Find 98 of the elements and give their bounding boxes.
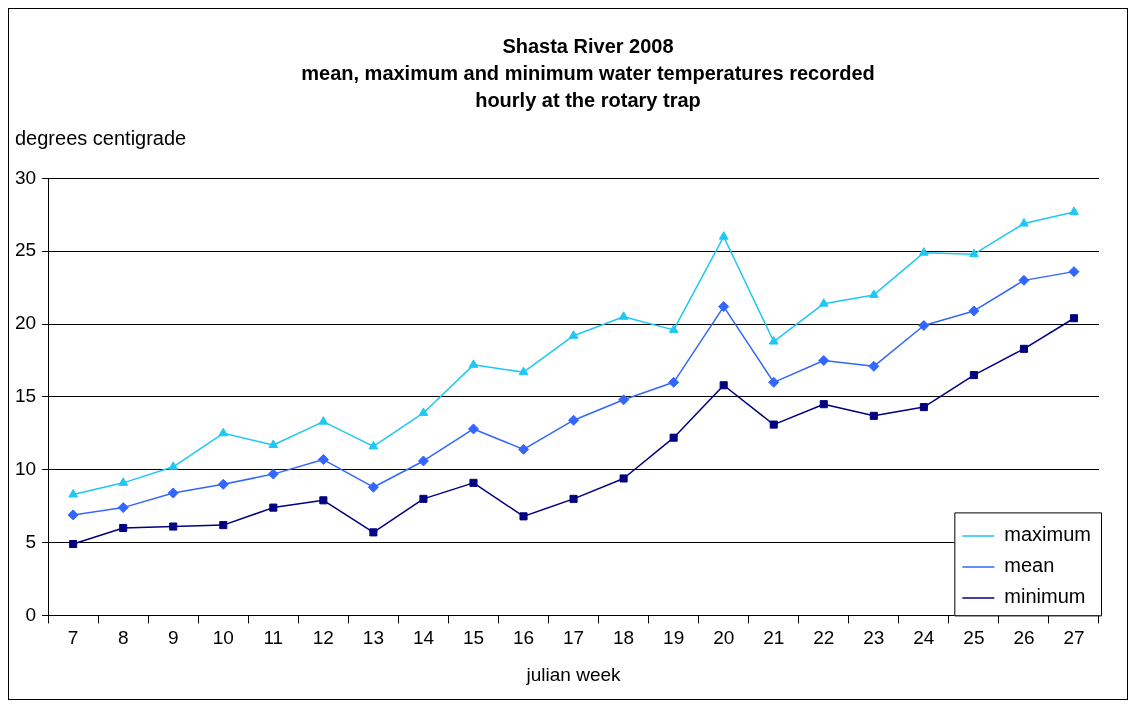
point <box>369 528 378 537</box>
x-tick-label: 27 <box>1063 627 1085 649</box>
x-tick-label: 25 <box>963 627 985 649</box>
point <box>219 521 228 530</box>
point <box>718 231 729 240</box>
point <box>319 496 328 505</box>
x-tick-label: 13 <box>362 627 384 649</box>
x-tick-label: 20 <box>713 627 735 649</box>
y-tick-label: 10 <box>14 457 37 479</box>
point <box>868 289 879 298</box>
point <box>167 487 179 499</box>
y-tick-label: 20 <box>14 312 37 334</box>
point <box>568 330 579 339</box>
point <box>169 522 178 531</box>
point <box>119 523 128 533</box>
point <box>719 381 728 390</box>
point <box>467 423 479 435</box>
point <box>168 461 179 470</box>
point <box>819 400 828 409</box>
point <box>67 509 79 521</box>
x-tick-label: 17 <box>563 627 585 649</box>
point <box>1019 218 1029 227</box>
point <box>518 443 530 455</box>
point <box>69 539 78 549</box>
x-tick-label: 12 <box>312 627 334 649</box>
point <box>418 407 429 416</box>
point <box>1019 344 1028 353</box>
point <box>1069 314 1079 323</box>
point <box>1018 274 1030 286</box>
point <box>818 354 830 366</box>
chart-subtitle: mean, maximum and minimum water temperatures recorded hourly at the rotary trap <box>300 61 876 113</box>
x-tick-label: 19 <box>663 627 685 649</box>
x-tick-label: 15 <box>462 627 485 649</box>
point <box>268 439 279 448</box>
point <box>919 403 928 412</box>
point <box>769 420 778 429</box>
point <box>869 411 878 420</box>
legend-label: maximum <box>1004 523 1091 546</box>
legend-label: mean <box>1004 554 1055 577</box>
point <box>368 440 379 450</box>
point <box>518 366 529 376</box>
point <box>417 455 429 467</box>
y-tick-label: 5 <box>25 530 37 552</box>
point <box>618 394 630 406</box>
point <box>469 478 478 487</box>
x-tick-label: 24 <box>913 627 935 649</box>
point <box>668 376 680 388</box>
x-tick-label: 18 <box>613 627 635 649</box>
x-tick-label: 16 <box>512 627 535 649</box>
x-tick-label: 7 <box>67 627 79 649</box>
y-axis-title: degrees centigrade <box>15 127 187 150</box>
point <box>919 247 929 256</box>
x-tick-label: 8 <box>117 627 129 649</box>
x-tick-label: 14 <box>412 627 435 649</box>
x-tick-label: 22 <box>813 627 835 649</box>
point <box>918 320 930 332</box>
point <box>1068 266 1080 278</box>
point <box>118 477 129 486</box>
legend-label: minimum <box>1004 585 1086 608</box>
point <box>618 311 629 320</box>
y-tick-label: 15 <box>14 385 37 407</box>
point <box>768 376 780 388</box>
y-tick-label: 30 <box>14 166 37 188</box>
x-tick-label: 26 <box>1013 627 1035 649</box>
point <box>519 512 528 521</box>
point <box>1069 206 1079 215</box>
point <box>317 454 329 466</box>
x-tick-label: 10 <box>212 627 234 649</box>
point <box>117 502 129 514</box>
point <box>568 414 580 426</box>
point <box>868 360 880 372</box>
point <box>569 494 578 503</box>
point <box>218 427 229 437</box>
y-tick-label: 25 <box>14 239 37 261</box>
x-tick-label: 21 <box>763 627 785 649</box>
x-axis-title: julian week <box>525 663 622 685</box>
x-tick-label: 9 <box>167 627 179 649</box>
point <box>619 474 628 483</box>
x-tick-label: 23 <box>863 627 885 649</box>
point <box>818 298 829 307</box>
point <box>968 305 980 317</box>
point <box>367 481 379 493</box>
x-tick-label: 11 <box>263 627 284 649</box>
point <box>217 478 229 490</box>
point <box>419 494 428 503</box>
point <box>768 336 779 345</box>
point <box>68 489 78 498</box>
point <box>668 324 679 333</box>
point <box>468 359 479 368</box>
point <box>718 301 730 313</box>
y-tick-label: 0 <box>25 603 37 625</box>
chart-title: Shasta River 2008 <box>501 34 675 59</box>
point <box>267 468 279 480</box>
point <box>318 416 329 425</box>
point <box>669 433 678 442</box>
point <box>969 248 979 258</box>
point <box>269 503 278 512</box>
point <box>969 371 978 380</box>
